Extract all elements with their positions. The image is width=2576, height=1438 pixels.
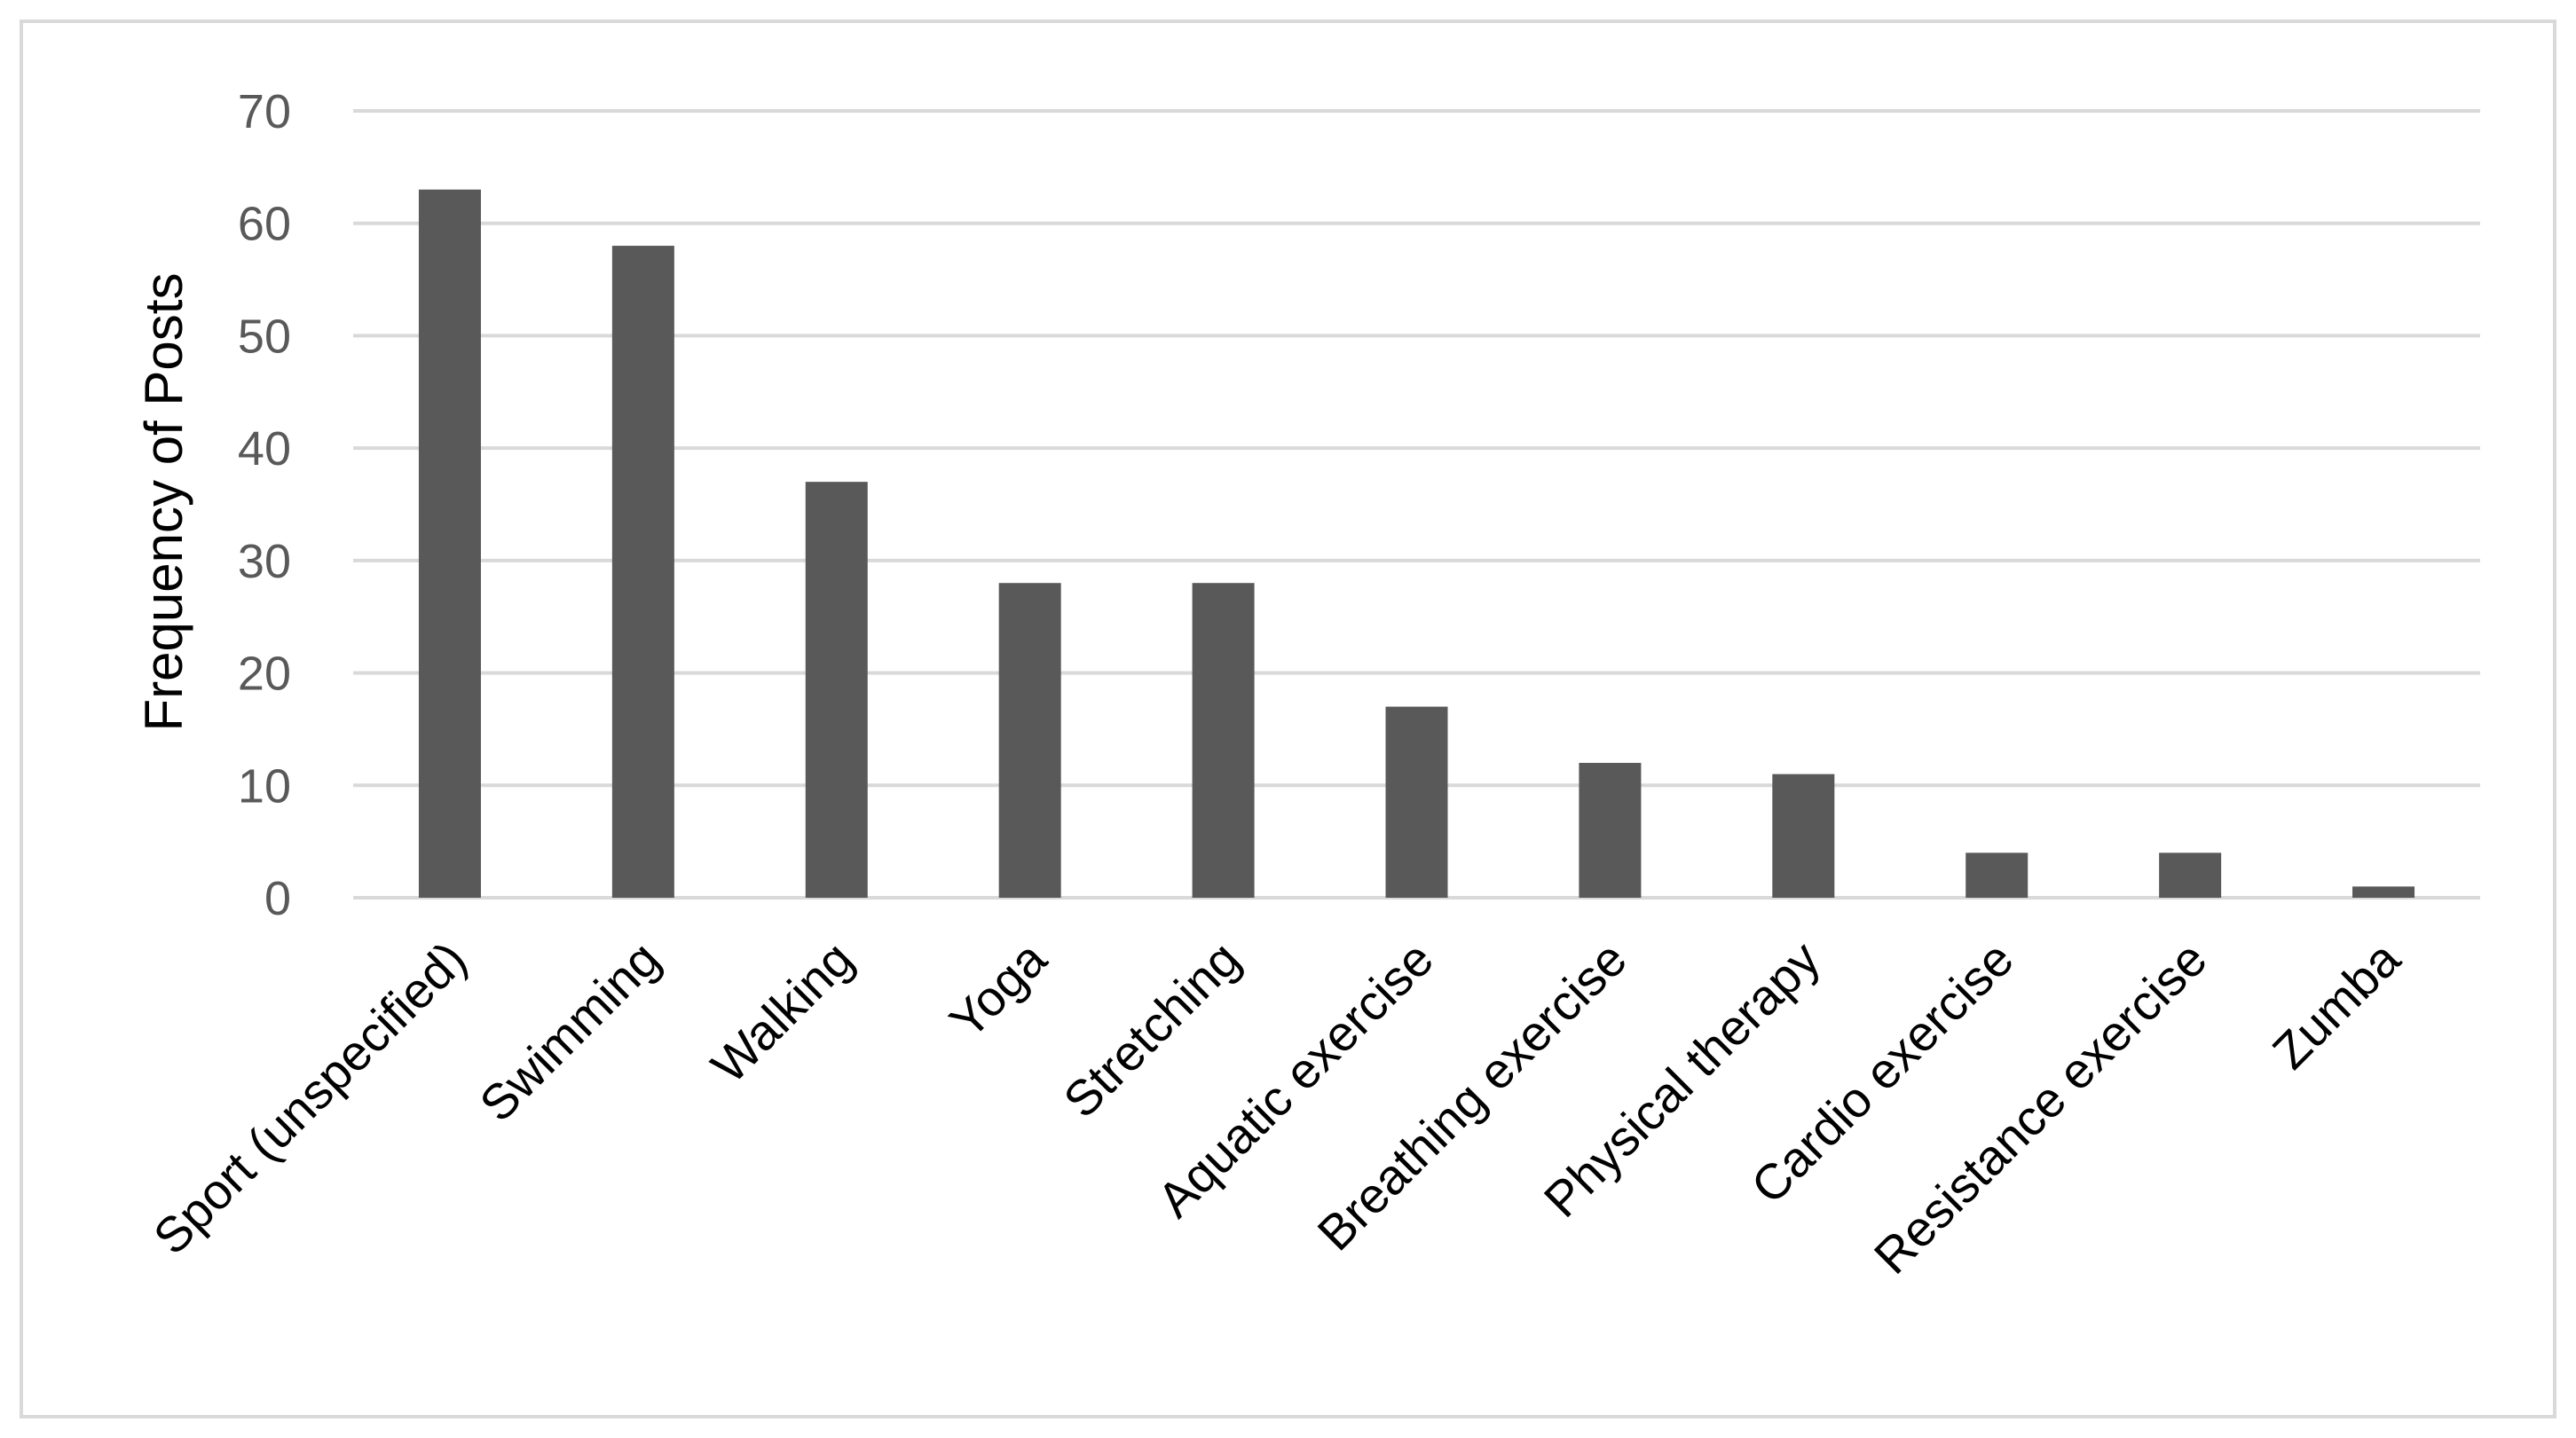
x-category-label: Zumba [2262, 930, 2411, 1079]
y-tick-label: 40 [238, 422, 291, 475]
bar [418, 189, 481, 898]
x-category-label: Resistance exercise [1863, 931, 2218, 1285]
y-tick-label: 50 [238, 310, 291, 363]
bar [998, 583, 1061, 898]
bar [2159, 853, 2222, 898]
y-tick-label: 10 [238, 759, 291, 813]
bar [611, 246, 674, 898]
bar [1579, 762, 1642, 898]
x-category-label: Walking [700, 931, 863, 1094]
y-axis-title: Frequency of Posts [134, 273, 193, 732]
x-category-label: Sport (unspecified) [143, 931, 477, 1265]
bar [1192, 583, 1255, 898]
bar [805, 482, 868, 898]
x-category-label: Yoga [939, 930, 1058, 1049]
y-tick-label: 60 [238, 198, 291, 251]
y-tick-label: 30 [238, 535, 291, 588]
y-tick-label: 70 [238, 85, 291, 138]
y-tick-label: 20 [238, 648, 291, 701]
y-tick-label: 0 [264, 872, 291, 925]
bars [418, 189, 2415, 898]
bar [2352, 886, 2415, 898]
x-category-label: Swimming [469, 931, 670, 1132]
bar [1772, 774, 1835, 898]
x-axis-category-labels: Sport (unspecified)Swimming Walking YogaSt… [143, 930, 2412, 1284]
y-axis-tick-labels: 0 10 20 30 40 50 60 70 [238, 85, 291, 925]
bar [1385, 706, 1448, 898]
bar [1965, 853, 2029, 898]
x-category-label: Stretching [1052, 931, 1250, 1128]
